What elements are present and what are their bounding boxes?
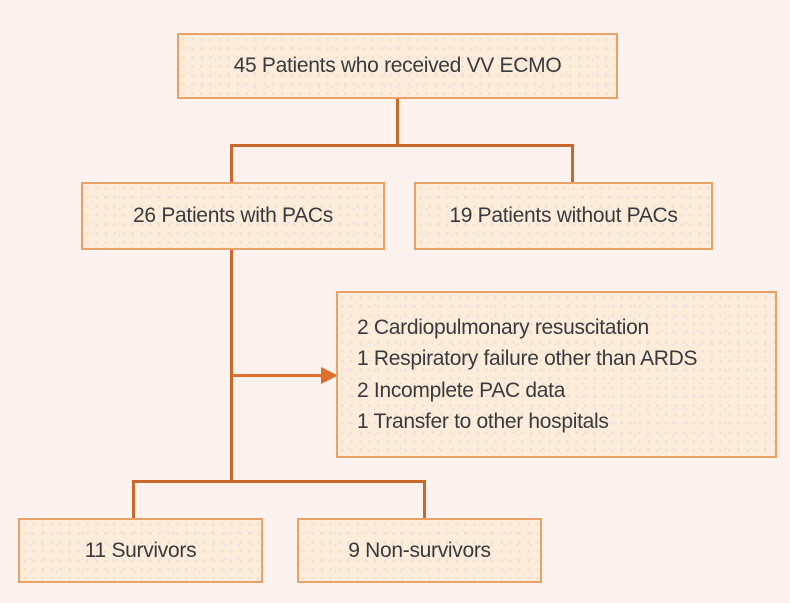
node-non-survivors: 9 Non-survivors: [297, 518, 542, 583]
node-total-patients-label: 45 Patients who received VV ECMO: [233, 54, 562, 78]
connector-outcome-split: [132, 480, 426, 518]
node-patients-without-pacs: 19 Patients without PACs: [414, 182, 713, 250]
connector-top-split: [230, 144, 574, 182]
exclusion-item-incomplete-data: 2 Incomplete PAC data: [357, 378, 566, 402]
node-patients-with-pacs: 26 Patients with PACs: [81, 182, 385, 250]
node-survivors: 11 Survivors: [18, 518, 263, 583]
node-exclusions: 2 Cardiopulmonary resuscitation 1 Respir…: [336, 291, 777, 458]
node-total-patients: 45 Patients who received VV ECMO: [177, 33, 618, 99]
exclusion-item-transfer: 1 Transfer to other hospitals: [357, 410, 609, 433]
node-survivors-label: 11 Survivors: [84, 538, 197, 562]
arrowhead-right-icon: [321, 367, 338, 384]
exclusion-item-cpr: 2 Cardiopulmonary resuscitation: [357, 315, 649, 339]
exclusion-arrow: [231, 367, 338, 384]
node-non-survivors-label: 9 Non-survivors: [348, 538, 491, 562]
node-patients-with-pacs-label: 26 Patients with PACs: [133, 204, 333, 228]
exclusion-item-respiratory-failure: 1 Respiratory failure other than ARDS: [357, 347, 698, 370]
node-patients-without-pacs-label: 19 Patients without PACs: [449, 204, 678, 228]
